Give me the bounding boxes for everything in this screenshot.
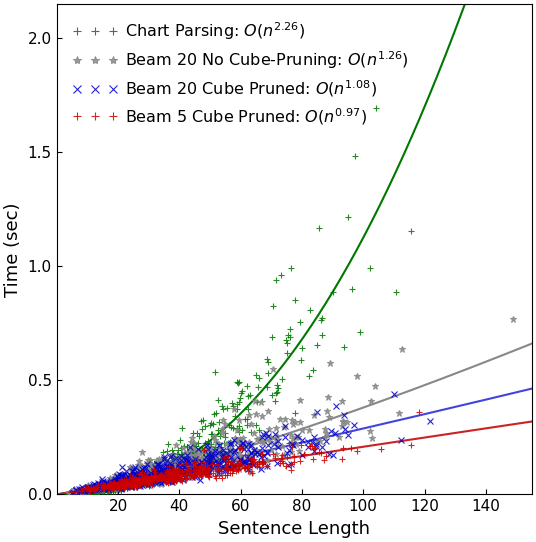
Beam 5 Cube Pruned: $\mathit{O}(n^{0.97})$: (37.4, 0.0601): $\mathit{O}(n^{0.97})$: (37.4, 0.0601) (168, 478, 174, 484)
Beam 20 No Cube-Pruning: $\mathit{O}(n^{1.26})$: (39.8, 0.142): $\mathit{O}(n^{1.26})$: (39.8, 0.142) (175, 459, 182, 465)
Beam 20 No Cube-Pruning: $\mathit{O}(n^{1.26})$: (7.76, 0.0246): $\mathit{O}(n^{1.26})$: (7.76, 0.0246) (77, 486, 84, 492)
Chart Parsing: $\mathit{O}(n^{2.26})$: (36.3, 0.22): $\mathit{O}(n^{2.26})$: (36.3, 0.22) (165, 441, 171, 448)
Line: Beam 20 Cube Pruned: $\mathit{O}(n^{1.08})$: Beam 20 Cube Pruned: $\mathit{O}(n^{1.08… (68, 390, 434, 496)
Beam 20 Cube Pruned: $\mathit{O}(n^{1.08})$: (27.4, 0.0951): $\mathit{O}(n^{1.08})$: (27.4, 0.0951) (137, 469, 144, 476)
Line: Beam 20 No Cube-Pruning: $\mathit{O}(n^{1.26})$: Beam 20 No Cube-Pruning: $\mathit{O}(n^{… (66, 316, 517, 496)
Beam 5 Cube Pruned: $\mathit{O}(n^{0.97})$: (54.7, 0.158): $\mathit{O}(n^{0.97})$: (54.7, 0.158) (221, 455, 228, 462)
Beam 5 Cube Pruned: $\mathit{O}(n^{0.97})$: (36.6, 0.0874): $\mathit{O}(n^{0.97})$: (36.6, 0.0874) (166, 471, 172, 478)
Chart Parsing: $\mathit{O}(n^{2.26})$: (29.5, 0.0662): $\mathit{O}(n^{2.26})$: (29.5, 0.0662) (144, 476, 151, 482)
Beam 5 Cube Pruned: $\mathit{O}(n^{0.97})$: (21.1, 0.0321): $\mathit{O}(n^{0.97})$: (21.1, 0.0321) (118, 484, 124, 491)
Beam 20 Cube Pruned: $\mathit{O}(n^{1.08})$: (4.86, 0.00655): $\mathit{O}(n^{1.08})$: (4.86, 0.00655) (69, 489, 75, 496)
Chart Parsing: $\mathit{O}(n^{2.26})$: (30.7, 0.0682): $\mathit{O}(n^{2.26})$: (30.7, 0.0682) (147, 476, 154, 482)
Legend: Chart Parsing: $\mathit{O}(n^{2.26})$, Beam 20 No Cube-Pruning: $\mathit{O}(n^{1: Chart Parsing: $\mathit{O}(n^{2.26})$, B… (65, 12, 417, 134)
Beam 20 No Cube-Pruning: $\mathit{O}(n^{1.26})$: (46, 0.172): $\mathit{O}(n^{1.26})$: (46, 0.172) (195, 452, 201, 459)
Chart Parsing: $\mathit{O}(n^{2.26})$: (3.24, 0.000343): $\mathit{O}(n^{2.26})$: (3.24, 0.000343) (63, 491, 70, 498)
Beam 20 Cube Pruned: $\mathit{O}(n^{1.08})$: (55, 0.112): $\mathit{O}(n^{1.08})$: (55, 0.112) (222, 466, 229, 472)
Beam 20 No Cube-Pruning: $\mathit{O}(n^{1.26})$: (63.5, 0.0973): $\mathit{O}(n^{1.26})$: (63.5, 0.0973) (248, 469, 255, 475)
Beam 20 No Cube-Pruning: $\mathit{O}(n^{1.26})$: (21, 0.0384): $\mathit{O}(n^{1.26})$: (21, 0.0384) (118, 482, 124, 489)
Beam 20 No Cube-Pruning: $\mathit{O}(n^{1.26})$: (13.4, 0.032): $\mathit{O}(n^{1.26})$: (13.4, 0.032) (94, 484, 101, 491)
Beam 20 Cube Pruned: $\mathit{O}(n^{1.08})$: (36.8, 0.165): $\mathit{O}(n^{1.08})$: (36.8, 0.165) (167, 454, 173, 460)
Beam 20 Cube Pruned: $\mathit{O}(n^{1.08})$: (33.2, 0.101): $\mathit{O}(n^{1.08})$: (33.2, 0.101) (155, 468, 162, 475)
Beam 5 Cube Pruned: $\mathit{O}(n^{0.97})$: (11.6, 0.0258): $\mathit{O}(n^{0.97})$: (11.6, 0.0258) (89, 485, 95, 492)
Chart Parsing: $\mathit{O}(n^{2.26})$: (70.7, 0.827): $\mathit{O}(n^{2.26})$: (70.7, 0.827) (270, 302, 277, 309)
Beam 5 Cube Pruned: $\mathit{O}(n^{0.97})$: (4.81, 0.00992): $\mathit{O}(n^{0.97})$: (4.81, 0.00992) (68, 489, 75, 495)
Beam 20 No Cube-Pruning: $\mathit{O}(n^{1.26})$: (79.5, 0.318): $\mathit{O}(n^{1.26})$: (79.5, 0.318) (297, 418, 303, 425)
Chart Parsing: $\mathit{O}(n^{2.26})$: (44.8, 0.168): $\mathit{O}(n^{2.26})$: (44.8, 0.168) (191, 453, 197, 459)
Beam 5 Cube Pruned: $\mathit{O}(n^{0.97})$: (21.4, 0.0566): $\mathit{O}(n^{0.97})$: (21.4, 0.0566) (119, 478, 125, 485)
Y-axis label: Time (sec): Time (sec) (4, 202, 22, 296)
Beam 20 No Cube-Pruning: $\mathit{O}(n^{1.26})$: (149, 0.767): $\mathit{O}(n^{1.26})$: (149, 0.767) (510, 316, 516, 322)
Beam 20 Cube Pruned: $\mathit{O}(n^{1.08})$: (110, 0.441): $\mathit{O}(n^{1.08})$: (110, 0.441) (391, 391, 398, 397)
Line: Chart Parsing: $\mathit{O}(n^{2.26})$: Chart Parsing: $\mathit{O}(n^{2.26})$ (63, 105, 414, 498)
Beam 20 No Cube-Pruning: $\mathit{O}(n^{1.26})$: (4.08, 0.00655): $\mathit{O}(n^{1.26})$: (4.08, 0.00655) (66, 489, 72, 496)
Beam 5 Cube Pruned: $\mathit{O}(n^{0.97})$: (118, 0.361): $\mathit{O}(n^{0.97})$: (118, 0.361) (416, 409, 422, 415)
Chart Parsing: $\mathit{O}(n^{2.26})$: (31.8, 0.107): $\mathit{O}(n^{2.26})$: (31.8, 0.107) (151, 467, 158, 473)
Line: Beam 5 Cube Pruned: $\mathit{O}(n^{0.97})$: Beam 5 Cube Pruned: $\mathit{O}(n^{0.97}… (68, 409, 423, 495)
Beam 20 Cube Pruned: $\mathit{O}(n^{1.08})$: (19.3, 0.056): $\mathit{O}(n^{1.08})$: (19.3, 0.056) (113, 479, 119, 485)
Beam 5 Cube Pruned: $\mathit{O}(n^{0.97})$: (43.3, 0.0945): $\mathit{O}(n^{0.97})$: (43.3, 0.0945) (186, 469, 192, 476)
Chart Parsing: $\mathit{O}(n^{2.26})$: (12.4, 0.00714): $\mathit{O}(n^{2.26})$: (12.4, 0.00714) (92, 489, 98, 496)
Chart Parsing: $\mathit{O}(n^{2.26})$: (47.8, 0.327): $\mathit{O}(n^{2.26})$: (47.8, 0.327) (200, 417, 206, 423)
Beam 20 No Cube-Pruning: $\mathit{O}(n^{1.26})$: (29.7, 0.0674): $\mathit{O}(n^{1.26})$: (29.7, 0.0674) (145, 476, 151, 482)
Chart Parsing: $\mathit{O}(n^{2.26})$: (104, 1.69): $\mathit{O}(n^{2.26})$: (104, 1.69) (373, 105, 379, 112)
X-axis label: Sentence Length: Sentence Length (218, 520, 370, 538)
Beam 20 Cube Pruned: $\mathit{O}(n^{1.08})$: (35.6, 0.0864): $\mathit{O}(n^{1.08})$: (35.6, 0.0864) (162, 472, 169, 478)
Beam 5 Cube Pruned: $\mathit{O}(n^{0.97})$: (82.7, 0.211): $\mathit{O}(n^{0.97})$: (82.7, 0.211) (307, 443, 314, 449)
Beam 20 Cube Pruned: $\mathit{O}(n^{1.08})$: (59.8, 0.149): $\mathit{O}(n^{1.08})$: (59.8, 0.149) (237, 457, 243, 464)
Beam 20 Cube Pruned: $\mathit{O}(n^{1.08})$: (74.6, 0.25): $\mathit{O}(n^{1.08})$: (74.6, 0.25) (282, 434, 289, 441)
